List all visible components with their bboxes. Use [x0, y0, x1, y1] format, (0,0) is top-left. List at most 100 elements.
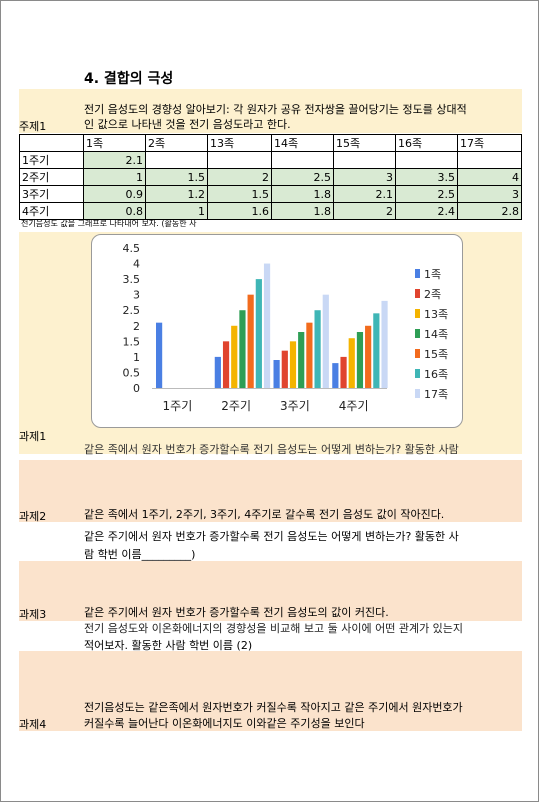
task3-answer: 같은 주기에서 원자 번호가 증가할수록 전기 음성도의 값이 커진다. [84, 606, 389, 619]
bar [314, 310, 321, 388]
y-tick-label: 2 [133, 320, 140, 333]
legend-swatch [415, 349, 420, 358]
x-tick-label: 4주기 [339, 399, 369, 413]
table-cell [333, 151, 396, 169]
task4-answer-line2: 커질수록 늘어난다 이온화에너지도 이와같은 주기성을 보인다 [84, 717, 365, 730]
bar [289, 341, 297, 388]
topic-text-line2: 인 값으로 나타낸 것을 전기 음성도라고 한다. [84, 118, 291, 131]
topic-text-line1: 전기 음성도의 경향성 알아보기: 각 원자가 공유 전자쌍을 끌어당기는 정도… [84, 103, 467, 116]
table-cell: 3 [457, 185, 522, 203]
table-cell: 0.9 [83, 185, 146, 203]
table-cell: 0.8 [83, 202, 146, 220]
bar [340, 356, 347, 388]
table-cell: 2.5 [271, 168, 334, 186]
table-row: 1주기 2.1 [19, 151, 522, 169]
bar [348, 338, 355, 388]
bar [231, 325, 238, 388]
task3-question-line1: 전기 음성도와 이온화에너지의 경향성을 비교해 보고 둘 사이에 어떤 관계가… [84, 622, 464, 635]
table-cell: 1.5 [145, 168, 208, 186]
table-cell: 2.8 [457, 202, 522, 220]
y-tick-label: 1.5 [123, 335, 141, 348]
task2-question-line2: 람 학번 이름_________) [84, 548, 196, 561]
bar [214, 356, 221, 388]
table-corner-cell [19, 134, 84, 152]
table-row: 4주기 0.8 1 1.6 1.8 2 2.4 2.8 [19, 202, 522, 220]
legend-swatch [415, 369, 420, 378]
task3-label: 과제3 [19, 608, 47, 621]
legend-swatch [415, 389, 420, 398]
electronegativity-table: 1족 2족 13족 14족 15족 16족 17족 1주기 2.1 2주기 1 … [19, 134, 522, 220]
table-row-label: 3주기 [19, 185, 84, 203]
task2-answer: 같은 족에서 1주기, 2주기, 3주기, 4주기로 갈수록 전기 음성도 값이… [84, 508, 445, 521]
table-cell: 2 [207, 168, 272, 186]
y-tick-label: 3 [133, 289, 140, 302]
bar [239, 310, 246, 388]
chart-container: 0 0.5 1 1.5 2 2.5 3 3.5 4 4.5 1주기 2주기 3주기 4주기 1족 2족 13족 1… [91, 234, 463, 428]
bar [332, 363, 339, 388]
legend-label: 14족 [424, 328, 448, 341]
table-cell [271, 151, 334, 169]
table-header-cell: 14족 [271, 134, 334, 152]
electronegativity-bar-chart: 0 0.5 1 1.5 2 2.5 3 3.5 4 4.5 1주기 2주기 3주기 4주기 1족 2족 13족 1… [123, 242, 449, 413]
x-tick-label: 3주기 [280, 399, 310, 413]
table-header-cell: 13족 [207, 134, 272, 152]
table-cell: 1.8 [271, 202, 334, 220]
bar [373, 313, 380, 388]
y-tick-label: 3.5 [123, 273, 141, 286]
task2-label: 과제2 [19, 510, 47, 523]
y-tick-label: 4.5 [123, 242, 141, 255]
task2-band [19, 460, 522, 522]
table-row-label: 4주기 [19, 202, 84, 220]
y-tick-label: 1 [133, 351, 140, 364]
table-cell: 2.4 [395, 202, 458, 220]
table-cell: 1.8 [271, 185, 334, 203]
legend-swatch [415, 329, 420, 338]
y-tick-label: 0.5 [123, 366, 141, 379]
table-header-cell: 15족 [333, 134, 396, 152]
table-header-row: 1족 2족 13족 14족 15족 16족 17족 [19, 134, 522, 152]
legend-swatch [415, 309, 420, 318]
bar [222, 341, 230, 388]
x-tick-label: 2주기 [221, 399, 251, 413]
table-cell: 1 [83, 168, 146, 186]
table-cell [145, 151, 208, 169]
legend-swatch [415, 269, 420, 278]
task4-band [19, 651, 522, 731]
bar [281, 350, 288, 388]
table-cell: 1.5 [207, 185, 272, 203]
page-title: 4. 결합의 극성 [84, 71, 174, 87]
y-tick-label: 4 [133, 258, 140, 271]
task2-question-line1: 같은 주기에서 원자 번호가 증가할수록 전기 음성도는 어떻게 변하는가? 활… [84, 530, 459, 543]
table-cell: 3.5 [395, 168, 458, 186]
task1-label: 과제1 [19, 430, 47, 443]
table-cell: 2.1 [83, 151, 146, 169]
topic-band [19, 89, 522, 133]
table-cell: 2.5 [395, 185, 458, 203]
table-cell: 1.2 [145, 185, 208, 203]
task1-hidden-line: 같은 족에서 원자 번호가 증가할수록 전기 음성도는 어떻게 변하는가? 활동… [84, 443, 459, 456]
bar [322, 294, 329, 388]
legend-label: 15족 [424, 348, 448, 361]
table-cell: 1 [145, 202, 208, 220]
table-cell: 4 [457, 168, 522, 186]
bar [263, 263, 271, 388]
y-tick-label: 0 [133, 382, 140, 395]
legend-label: 1족 [424, 268, 441, 281]
table-row: 2주기 1 1.5 2 2.5 3 3.5 4 [19, 168, 522, 186]
legend-label: 2족 [424, 288, 441, 301]
task4-answer-line1: 전기음성도는 같은족에서 원자번호가 커질수록 작아지고 같은 주기에서 원자번… [84, 701, 463, 714]
bar [365, 325, 372, 388]
legend-label: 17족 [424, 388, 448, 401]
table-header-cell: 2족 [145, 134, 208, 152]
bar [255, 279, 262, 388]
table-header-cell: 16족 [395, 134, 458, 152]
bar [273, 360, 280, 388]
table-row-label: 1주기 [19, 151, 84, 169]
table-row: 3주기 0.9 1.2 1.5 1.8 2.1 2.5 3 [19, 185, 522, 203]
legend-label: 16족 [424, 368, 448, 381]
table-header-cell: 1족 [83, 134, 146, 152]
task4-label: 과제4 [19, 718, 47, 731]
table-cell: 2 [333, 202, 396, 220]
bar [306, 322, 313, 388]
x-tick-label: 1주기 [163, 399, 193, 413]
